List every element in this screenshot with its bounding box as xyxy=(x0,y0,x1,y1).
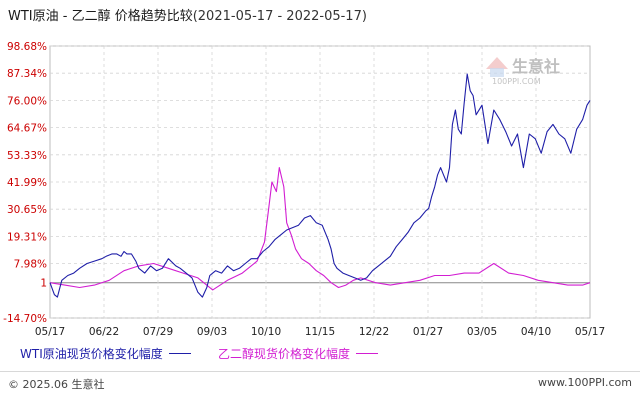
footer-site-link[interactable]: www.100PPI.com xyxy=(538,376,632,389)
x-tick-label: 05/17 xyxy=(575,326,605,338)
footer-divider xyxy=(0,371,640,372)
y-tick-label: 30.65% xyxy=(7,204,47,216)
x-tick-label: 09/03 xyxy=(197,326,227,338)
legend-meg-swatch xyxy=(356,353,379,354)
legend-wti-swatch xyxy=(168,353,191,354)
watermark-brand: 生意社 xyxy=(512,57,560,76)
legend-meg-label: 乙二醇现货价格变化幅度 xyxy=(218,347,351,361)
watermark-logo-base xyxy=(490,68,504,77)
x-tick-label: 10/10 xyxy=(251,326,281,338)
footer-copyright: © 2025.06 生意社 xyxy=(8,378,105,391)
watermark-url: 100PPI.COM xyxy=(492,77,541,86)
series-line-wti xyxy=(49,73,591,298)
y-tick-label: 64.67% xyxy=(7,123,47,135)
x-tick-label: 03/05 xyxy=(467,326,497,338)
y-tick-label: 87.34% xyxy=(7,68,47,80)
x-tick-label: 06/22 xyxy=(89,326,119,338)
legend-wti: WTI原油现货价格变化幅度 xyxy=(20,345,191,362)
x-tick-label: 12/22 xyxy=(359,326,389,338)
x-tick-label: 05/17 xyxy=(35,326,65,338)
footer: © 2025.06 生意社 www.100PPI.com xyxy=(8,376,632,392)
x-tick-label: 11/15 xyxy=(305,326,335,338)
series-line-meg xyxy=(49,167,591,291)
y-tick-label: 1 xyxy=(40,278,47,290)
y-tick-label: 7.98% xyxy=(14,259,47,271)
chart-date-range: (2021-05-17 - 2022-05-17) xyxy=(192,9,367,24)
y-tick-label: 41.99% xyxy=(7,177,47,189)
x-tick-label: 01/27 xyxy=(413,326,443,338)
x-tick-label: 04/10 xyxy=(521,326,551,338)
y-tick-label: 19.31% xyxy=(7,231,47,243)
y-tick-label: 53.33% xyxy=(7,150,47,162)
chart-title: WTI原油 - 乙二醇 价格趋势比较(2021-05-17 - 2022-05-… xyxy=(8,5,367,24)
x-tick-label: 07/29 xyxy=(143,326,173,338)
y-tick-label: -14.70% xyxy=(3,313,47,325)
chart-title-text: WTI原油 - 乙二醇 价格趋势比较 xyxy=(8,9,193,24)
legend-meg: 乙二醇现货价格变化幅度 xyxy=(218,345,379,362)
legend-wti-label: WTI原油现货价格变化幅度 xyxy=(20,347,163,361)
watermark-logo-icon xyxy=(486,57,508,69)
y-tick-label: 98.68% xyxy=(7,41,47,53)
y-tick-label: 76.00% xyxy=(7,95,47,107)
